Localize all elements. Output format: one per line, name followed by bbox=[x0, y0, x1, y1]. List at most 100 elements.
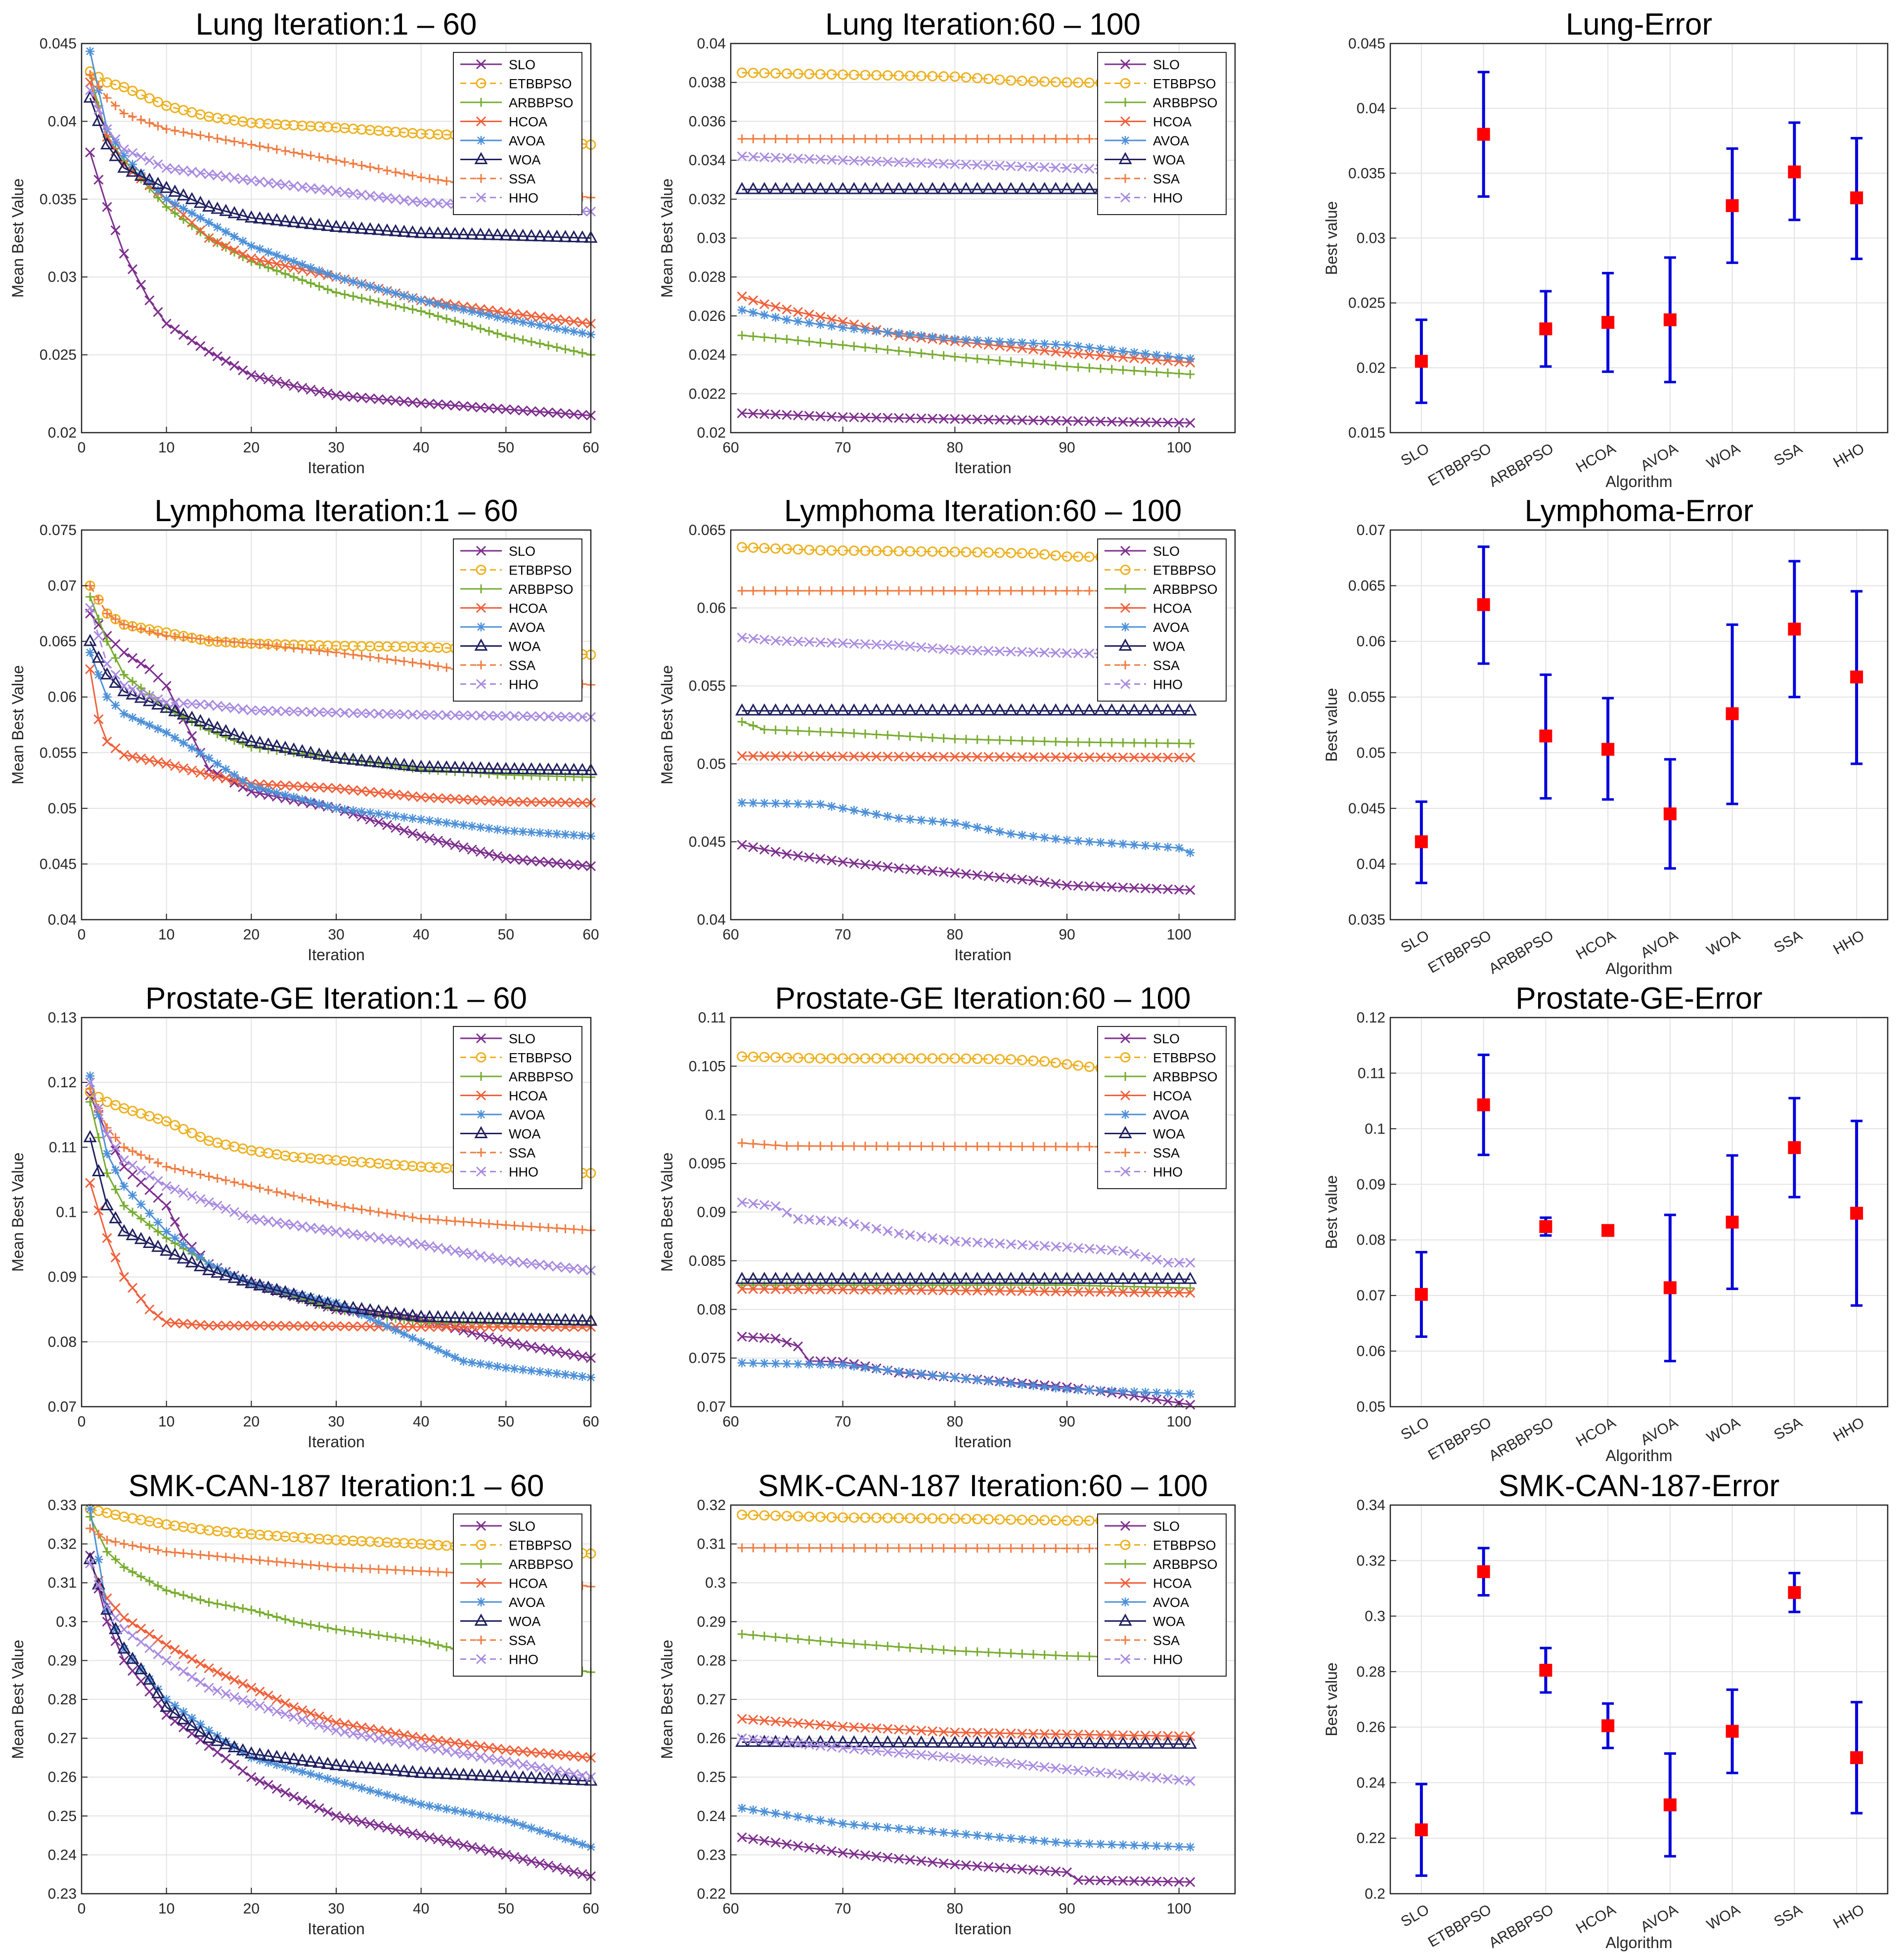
data-point bbox=[434, 1215, 443, 1225]
data-point bbox=[552, 858, 562, 868]
data-point bbox=[569, 798, 579, 808]
data-point bbox=[433, 1834, 443, 1845]
data-point bbox=[323, 285, 332, 294]
data-point bbox=[416, 1830, 426, 1841]
data-point bbox=[331, 708, 342, 718]
data-point bbox=[119, 248, 129, 259]
data-point bbox=[994, 872, 1005, 883]
data-point bbox=[983, 871, 994, 882]
data-point bbox=[1063, 1544, 1071, 1553]
y-tick-label: 0.32 bbox=[697, 1497, 726, 1513]
data-point bbox=[737, 586, 747, 595]
data-point bbox=[340, 1813, 350, 1823]
data-point bbox=[442, 400, 452, 410]
data-point bbox=[230, 232, 239, 241]
data-point bbox=[894, 731, 903, 741]
data-point bbox=[262, 737, 275, 750]
data-point bbox=[883, 1226, 893, 1237]
data-point bbox=[349, 277, 358, 286]
legend-item-avoa: AVOA bbox=[460, 620, 545, 635]
data-point bbox=[737, 1733, 747, 1743]
data-point bbox=[836, 703, 850, 716]
data-point bbox=[161, 1317, 172, 1328]
data-point bbox=[780, 1734, 794, 1747]
data-point bbox=[984, 1377, 993, 1386]
x-tick-label: 10 bbox=[158, 927, 175, 943]
data-point bbox=[1084, 1244, 1095, 1254]
data-point bbox=[1062, 1729, 1072, 1739]
data-point bbox=[1163, 352, 1172, 361]
mean-marker-slo bbox=[1415, 1288, 1428, 1301]
data-point bbox=[93, 175, 104, 185]
data-point bbox=[298, 275, 307, 285]
x-tick-label: AVOA bbox=[1638, 1414, 1681, 1448]
data-point bbox=[905, 1230, 915, 1240]
data-point bbox=[196, 1170, 205, 1179]
data-point bbox=[459, 1807, 468, 1817]
data-point bbox=[961, 1286, 972, 1296]
data-point bbox=[973, 1831, 982, 1840]
data-point bbox=[1107, 1287, 1117, 1297]
data-point bbox=[1073, 1515, 1084, 1526]
data-point bbox=[91, 1577, 105, 1590]
data-point bbox=[271, 1321, 282, 1331]
y-tick-label: 0.055 bbox=[1348, 689, 1385, 706]
data-point bbox=[994, 1728, 1005, 1738]
data-point bbox=[737, 151, 747, 162]
data-point bbox=[577, 831, 587, 841]
legend-label: SSA bbox=[1153, 172, 1180, 186]
data-point bbox=[569, 1837, 578, 1846]
data-point bbox=[484, 305, 494, 315]
data-point bbox=[287, 742, 301, 755]
data-point bbox=[1161, 703, 1175, 716]
data-point bbox=[1150, 1736, 1163, 1749]
data-point bbox=[281, 269, 290, 278]
data-point bbox=[94, 82, 103, 91]
data-point bbox=[474, 227, 487, 240]
data-point bbox=[332, 1201, 341, 1210]
data-point bbox=[569, 1225, 578, 1234]
data-point bbox=[781, 1511, 792, 1521]
data-point bbox=[482, 1311, 496, 1324]
data-point bbox=[456, 1310, 471, 1323]
data-point bbox=[204, 635, 214, 644]
legend-marker bbox=[1120, 59, 1131, 70]
legend-item-hcoa: HCOA bbox=[460, 1089, 547, 1104]
data-point bbox=[213, 759, 222, 768]
data-point bbox=[972, 870, 982, 881]
legend-marker bbox=[477, 1110, 486, 1119]
data-point bbox=[340, 805, 350, 814]
data-point bbox=[1018, 1649, 1027, 1658]
data-point bbox=[391, 1236, 401, 1246]
data-point bbox=[770, 68, 781, 79]
data-point bbox=[1017, 161, 1027, 172]
data-point bbox=[984, 735, 993, 745]
data-point bbox=[950, 1752, 960, 1763]
data-point bbox=[373, 1233, 384, 1244]
data-point bbox=[825, 1272, 839, 1284]
data-point bbox=[346, 1301, 360, 1313]
data-point bbox=[981, 182, 995, 194]
data-point bbox=[928, 350, 937, 359]
data-point bbox=[332, 156, 341, 165]
data-point bbox=[518, 335, 528, 345]
data-point bbox=[230, 137, 239, 146]
data-point bbox=[816, 1360, 825, 1369]
data-point bbox=[332, 1777, 341, 1786]
data-point bbox=[1186, 1283, 1195, 1292]
legend-item-hcoa: HCOA bbox=[460, 1576, 547, 1591]
data-point bbox=[518, 310, 528, 320]
data-point bbox=[306, 385, 316, 395]
data-point bbox=[749, 1543, 758, 1553]
data-point bbox=[1015, 182, 1029, 194]
data-point bbox=[872, 344, 881, 354]
y-axis-label: Mean Best Value bbox=[9, 665, 27, 784]
data-point bbox=[838, 1360, 847, 1370]
data-point bbox=[142, 694, 156, 707]
data-point bbox=[262, 1748, 275, 1761]
data-point bbox=[110, 1612, 121, 1623]
data-point bbox=[281, 254, 290, 263]
data-point bbox=[917, 1644, 926, 1653]
legend-item-hcoa: HCOA bbox=[1105, 1089, 1192, 1104]
data-point bbox=[576, 762, 589, 775]
